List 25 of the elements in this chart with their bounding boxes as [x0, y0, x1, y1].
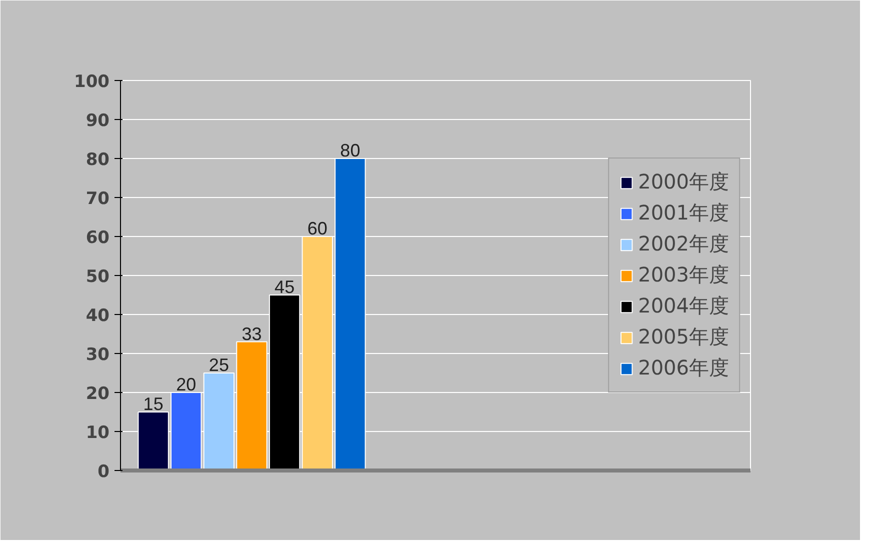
data-label: 20 [176, 374, 196, 394]
legend-label: 2002年度 [638, 230, 729, 258]
y-tick-label: 60 [86, 228, 110, 248]
legend-label: 2001年度 [638, 200, 729, 226]
legend-label: 2000年度 [638, 168, 729, 196]
data-label: 15 [143, 394, 164, 414]
y-tick-label: 30 [86, 345, 110, 365]
y-tick-label: 10 [86, 423, 110, 443]
legend-label: 2006年度 [638, 354, 729, 382]
y-tick-label: 90 [86, 111, 110, 131]
y-tick-label: 40 [86, 306, 110, 326]
legend-label: 2004年度 [638, 292, 729, 320]
data-label: 33 [242, 324, 262, 344]
y-tick-label: 70 [86, 189, 110, 209]
data-label: 80 [340, 140, 360, 160]
data-label: 45 [274, 277, 295, 297]
y-tick-label: 50 [86, 267, 110, 287]
legend-label: 2005年度 [638, 324, 729, 350]
y-tick-label: 0 [98, 462, 110, 482]
data-label: 60 [307, 218, 328, 238]
y-tick-label: 20 [86, 384, 110, 404]
data-label: 25 [208, 355, 229, 375]
y-tick-label: 80 [86, 150, 110, 170]
y-tick-label: 100 [74, 72, 110, 92]
legend-label: 2003年度 [638, 262, 729, 288]
